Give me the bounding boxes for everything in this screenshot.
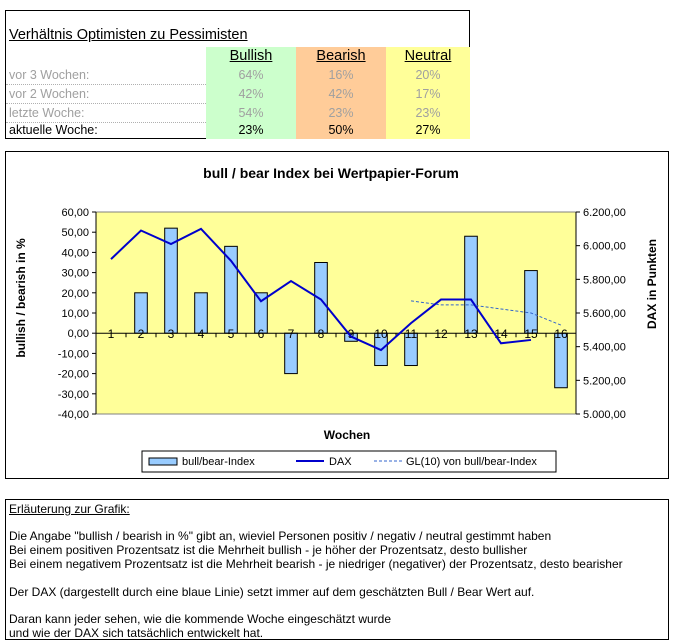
y2-tick-label: 5.200,00: [583, 375, 626, 387]
row-label: aktuelle Woche:: [9, 123, 98, 137]
chart-title: bull / bear Index bei Wertpapier-Forum: [203, 165, 459, 181]
explanation-line: und wie der DAX sich tatsächlich entwick…: [9, 626, 264, 640]
y-tick-label: -30,00: [58, 389, 89, 401]
legend-label: bull/bear-Index: [182, 456, 255, 468]
bullish-value: 64%: [238, 68, 264, 82]
bullish-column-bg: [206, 47, 296, 139]
y-axis-label: bullish / bearish in %: [14, 238, 28, 358]
explanation-box: Erläuterung zur Grafik: Die Angabe "bull…: [5, 499, 669, 640]
x-tick-label: 15: [524, 327, 538, 341]
x-tick-label: 8: [318, 327, 325, 341]
table-row: vor 3 Wochen: 64% 16% 20%: [6, 66, 470, 85]
header-neutral: Neutral: [404, 48, 452, 64]
y-tick-label: 10,00: [61, 308, 89, 320]
explanation-line: Bei einem positiven Prozentsatz ist die …: [9, 543, 528, 557]
neutral-value: 27%: [415, 123, 441, 137]
explanation-line: Der DAX (dargestellt durch eine blaue Li…: [9, 585, 535, 599]
legend-swatch-bar: [148, 457, 178, 466]
bar: [524, 270, 538, 334]
header-bullish: Bullish: [229, 48, 273, 64]
row-label: vor 3 Wochen:: [9, 68, 90, 82]
x-axis-label: Wochen: [324, 428, 370, 442]
y2-tick-label: 6.000,00: [583, 241, 626, 253]
y-tick-label: -20,00: [58, 369, 89, 381]
y-tick-label: 30,00: [61, 268, 89, 280]
y-tick-label: -10,00: [58, 348, 89, 360]
y2-tick-label: 5.000,00: [583, 409, 626, 421]
row-label: vor 2 Wochen:: [9, 87, 90, 101]
bearish-column-bg: [296, 47, 386, 139]
neutral-value: 17%: [415, 87, 441, 101]
x-tick-label: 3: [168, 327, 175, 341]
x-tick-label: 14: [494, 327, 508, 341]
x-tick-label: 7: [288, 327, 295, 341]
explanation-line: Daran kann jeder sehen, wie die kommende…: [9, 612, 391, 626]
neutral-value: 23%: [415, 106, 441, 120]
dax-line: [110, 227, 532, 352]
bearish-value: 42%: [328, 87, 354, 101]
x-tick-label: 11: [405, 327, 418, 341]
ratio-table: Verhältnis Optimisten zu Pessimisten Bul…: [5, 10, 470, 139]
y-tick-label: 40,00: [61, 247, 89, 259]
y-tick-label: -40,00: [58, 409, 89, 421]
bullish-value: 54%: [238, 106, 264, 120]
y2-tick-label: 5.600,00: [583, 308, 626, 320]
neutral-column-bg: [386, 47, 470, 139]
table-row: vor 2 Wochen: 42% 42% 17%: [6, 85, 470, 104]
x-tick-label: 10: [374, 327, 388, 341]
bearish-value: 50%: [328, 123, 354, 137]
header-bearish: Bearish: [316, 48, 366, 64]
y-tick-label: 0,00: [68, 328, 89, 340]
table-title: Verhältnis Optimisten zu Pessimisten: [9, 27, 248, 43]
bar: [464, 235, 478, 334]
y2-axis-label: DAX in Punkten: [645, 239, 659, 329]
y-tick-label: 20,00: [61, 288, 89, 300]
y-tick-label: 60,00: [61, 207, 89, 219]
row-label: letzte Woche:: [9, 106, 85, 120]
x-tick-label: 4: [198, 327, 205, 341]
y2-tick-label: 5.400,00: [583, 342, 626, 354]
bearish-value: 23%: [328, 106, 354, 120]
y2-tick-label: 6.200,00: [583, 207, 626, 219]
bearish-value: 16%: [328, 68, 354, 82]
legend-label: GL(10) von bull/bear-Index: [406, 456, 537, 468]
x-tick-label: 12: [434, 327, 448, 341]
explanation-title: Erläuterung zur Grafik:: [9, 502, 130, 516]
chart-legend: bull/bear-Index DAX GL(10) von bull/bear…: [141, 450, 557, 473]
x-tick-label: 6: [258, 327, 265, 341]
legend-label: DAX: [329, 456, 352, 468]
chart-svg: bull / bear Index bei Wertpapier-Forum b…: [14, 165, 659, 473]
gl10-line: [410, 300, 562, 326]
y2-tick-label: 5.800,00: [583, 274, 626, 286]
x-tick-label: 2: [138, 327, 145, 341]
x-tick-label: 13: [464, 327, 478, 341]
neutral-value: 20%: [415, 68, 441, 82]
bar: [554, 332, 568, 389]
y-tick-label: 50,00: [61, 227, 89, 239]
table-row: aktuelle Woche: 23% 50% 27%: [6, 121, 470, 140]
explanation-line: Bei einem negativem Prozentsatz ist die …: [9, 557, 623, 571]
x-tick-label: 9: [348, 327, 355, 341]
x-tick-label: 16: [554, 327, 568, 341]
bullish-value: 23%: [238, 123, 264, 137]
bullish-value: 42%: [238, 87, 264, 101]
x-tick-label: 1: [108, 327, 115, 341]
chart-container: bull / bear Index bei Wertpapier-Forum b…: [5, 151, 669, 479]
table-row: letzte Woche: 54% 23% 23%: [6, 104, 470, 123]
explanation-line: Die Angabe "bullish / bearish in %" gibt…: [9, 529, 552, 543]
x-tick-label: 5: [228, 327, 235, 341]
